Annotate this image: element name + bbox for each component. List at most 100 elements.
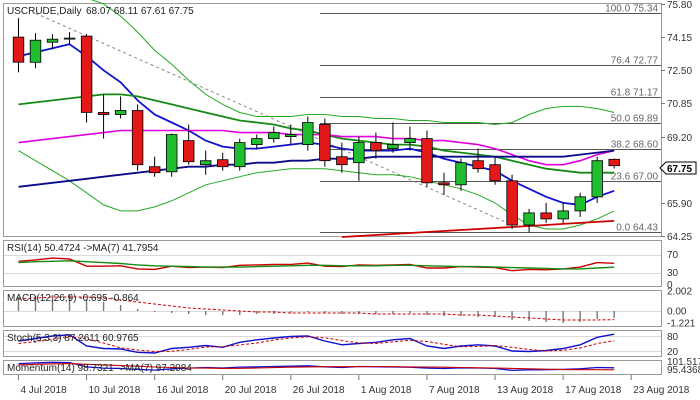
price-axis-label: 72.50 xyxy=(667,66,692,77)
momentum-axis-label: 95.4368 xyxy=(667,365,700,376)
candle-up xyxy=(165,134,178,173)
macd-signal-line xyxy=(18,296,615,321)
candle-up xyxy=(29,39,42,63)
candle-up xyxy=(574,196,586,212)
rsi-axis-label: 0 xyxy=(667,280,673,291)
fib-level-label: 23.6 67.00 xyxy=(611,172,659,183)
stoch-title: Stoch(5,3,3) 87.2611 60.9765 xyxy=(7,333,139,344)
fib-trendline xyxy=(35,12,513,226)
candlestick-layer xyxy=(12,18,620,233)
fib-level-label: 50.0 69.89 xyxy=(611,114,659,125)
candle-down xyxy=(336,156,348,166)
stoch-d-line xyxy=(18,335,615,353)
candle-up xyxy=(523,212,535,226)
date-axis-label: 26 Jul 2018 xyxy=(293,385,345,396)
candle-down xyxy=(421,138,433,184)
candle-down xyxy=(472,160,484,170)
macd-title: MACD(12,26,9) -0.695 -0.864 xyxy=(7,293,139,304)
price-axis-label: 75.80 xyxy=(667,0,692,11)
candle-up xyxy=(455,162,467,186)
date-axis-label: 7 Aug 2018 xyxy=(429,385,480,396)
candle-up xyxy=(404,138,416,144)
macd-axis-label: -1.221 xyxy=(667,319,696,330)
candle-down xyxy=(148,166,161,174)
fib-level-label: 38.2 68.60 xyxy=(611,140,659,151)
momentum-pane xyxy=(3,360,662,375)
moving-average-line xyxy=(18,149,615,188)
moving-average-layer xyxy=(18,43,615,238)
momentum-title: Momentum(14) 98.7321 ->MA(7) 97.2084 xyxy=(7,363,192,374)
date-axis-label: 17 Aug 2018 xyxy=(565,385,622,396)
stoch-axis-label: 20 xyxy=(667,347,679,358)
macd-axis-label: 0.00 xyxy=(667,307,687,318)
price-axis-label: 69.20 xyxy=(667,133,692,144)
candle-down xyxy=(540,212,552,220)
date-axis-label: 20 Jul 2018 xyxy=(225,385,277,396)
candle-down xyxy=(12,36,25,63)
fib-level-label: 61.8 71.17 xyxy=(611,88,659,99)
candle-down xyxy=(608,158,620,167)
price-axis-label: 70.85 xyxy=(667,99,692,110)
momentum-ma-line xyxy=(18,363,615,371)
price-axis-label: 74.15 xyxy=(667,33,692,44)
date-axis-label: 10 Jul 2018 xyxy=(89,385,141,396)
price-axis-label: 65.90 xyxy=(667,199,692,210)
price-pane xyxy=(3,3,662,237)
candle-up xyxy=(63,37,76,40)
candle-up xyxy=(46,38,59,43)
date-axis-label: 23 Aug 2018 xyxy=(633,385,690,396)
macd-pane xyxy=(3,290,662,327)
candle-down xyxy=(506,180,518,226)
date-axis-label: 13 Aug 2018 xyxy=(497,385,554,396)
rsi-pane xyxy=(3,240,662,287)
candle-down xyxy=(97,112,110,115)
candle-up xyxy=(591,160,603,198)
candle-up xyxy=(353,142,365,164)
candle-up xyxy=(199,160,212,166)
fib-level-label: 76.4 72.77 xyxy=(611,56,659,67)
rsi-axis-label: 70 xyxy=(667,250,679,261)
date-axis-label: 4 Jul 2018 xyxy=(20,385,67,396)
fib-level-label: 0.0 64.43 xyxy=(616,223,658,234)
bollinger-upper-line xyxy=(90,0,615,126)
date-axis-label: 1 Aug 2018 xyxy=(361,385,412,396)
candle-up xyxy=(268,132,280,140)
rsi-line xyxy=(18,260,615,270)
price-axis-label: 64.25 xyxy=(667,232,692,243)
candle-up xyxy=(114,110,127,115)
candle-down xyxy=(182,140,195,163)
candle-down xyxy=(489,164,501,182)
stoch-k-line xyxy=(18,333,615,354)
candle-up xyxy=(387,144,399,150)
candle-up xyxy=(285,134,297,138)
fib-level-label: 100.0 75.34 xyxy=(605,4,658,15)
candle-down xyxy=(80,35,93,113)
candle-down xyxy=(319,124,331,162)
chart-title: USCRUDE,Daily xyxy=(7,6,81,17)
stoch-pane xyxy=(3,330,662,357)
indicator-layer xyxy=(17,257,615,372)
rsi-title: RSI(14) 50.4724 ->MA(7) 41.7954 xyxy=(7,243,159,254)
date-axis-label: 16 Jul 2018 xyxy=(157,385,209,396)
fibonacci-layer: 100.0 75.34 76.4 72.77 61.8 71.17 50.0 69.8… xyxy=(35,4,661,234)
candle-up xyxy=(557,210,569,220)
candle-up xyxy=(251,138,263,146)
candle-up xyxy=(234,142,246,168)
candle-up xyxy=(302,122,314,146)
last-price-badge: 67.75 xyxy=(659,161,697,175)
macd-axis-label: 2.002 xyxy=(667,287,692,298)
moving-average-line xyxy=(18,129,615,166)
last-price-label: 67.75 xyxy=(667,164,692,175)
moving-average-line xyxy=(341,220,615,238)
rsi-axis-label: 30 xyxy=(667,268,679,279)
candle-down xyxy=(438,182,450,186)
candle-down xyxy=(370,142,382,152)
candle-down xyxy=(131,110,144,166)
stoch-axis-label: 80 xyxy=(667,332,679,343)
moving-average-line xyxy=(18,93,615,174)
momentum-axis-label: 101.5179 xyxy=(667,357,700,368)
grid-layer xyxy=(4,255,661,352)
ohlc-readout: 68.07 68.11 67.61 67.75 xyxy=(86,6,194,17)
candle-down xyxy=(216,159,229,168)
